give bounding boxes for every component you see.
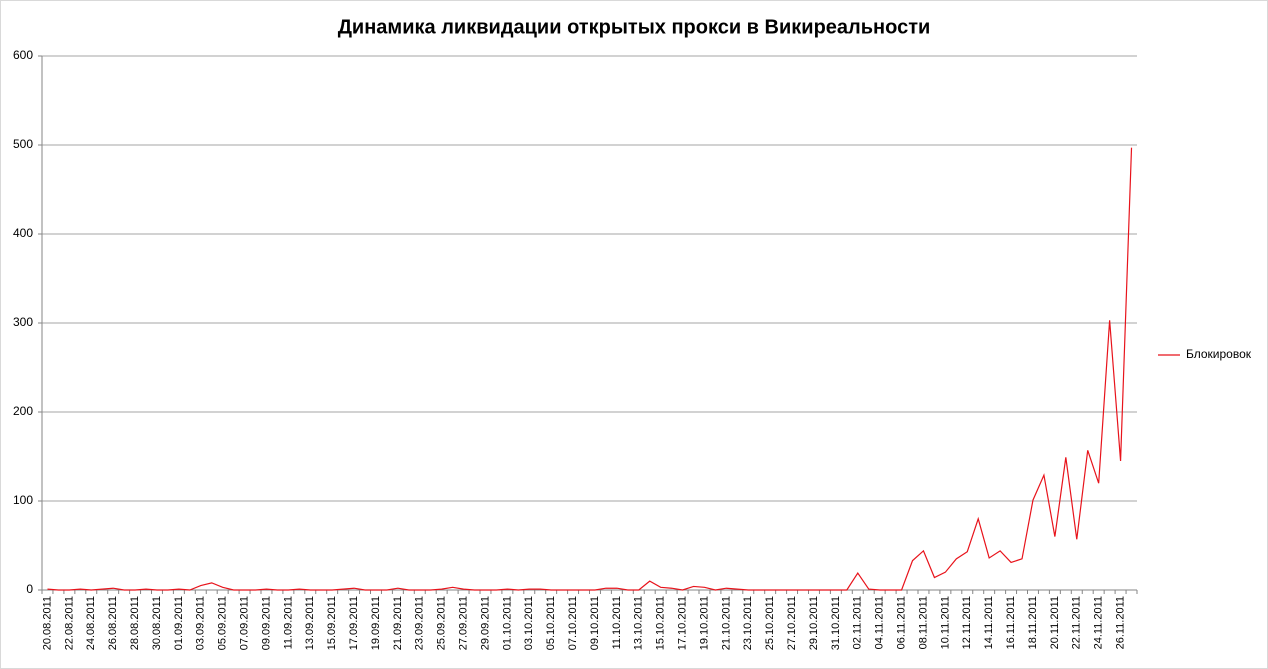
y-tick-label: 200	[13, 404, 33, 418]
x-tick-label: 04.11.2011	[874, 596, 886, 649]
x-tick-label: 21.09.2011	[392, 596, 404, 650]
x-tick-label: 15.10.2011	[655, 596, 667, 650]
x-tick-label: 25.09.2011	[436, 596, 448, 650]
x-tick-label: 10.11.2011	[939, 596, 951, 649]
x-tick-label: 12.11.2011	[961, 596, 973, 649]
x-tick-label: 21.10.2011	[720, 596, 732, 650]
y-tick-label: 500	[13, 137, 33, 151]
chart-title: Динамика ликвидации открытых прокси в Ви…	[338, 16, 931, 38]
x-tick-label: 09.09.2011	[260, 596, 272, 650]
x-tick-label: 24.11.2011	[1093, 596, 1105, 649]
x-tick-label: 11.09.2011	[282, 596, 294, 649]
y-tick-label: 600	[13, 48, 33, 62]
x-tick-label: 31.10.2011	[830, 596, 842, 650]
x-tick-label: 11.10.2011	[611, 596, 623, 649]
y-tick-label: 300	[13, 315, 33, 329]
x-tick-label: 15.09.2011	[326, 596, 338, 650]
x-tick-label: 03.09.2011	[195, 596, 207, 650]
x-tick-label: 23.10.2011	[742, 596, 754, 650]
x-tick-label: 08.11.2011	[917, 596, 929, 649]
x-tick-label: 06.11.2011	[895, 596, 907, 649]
x-tick-label: 17.09.2011	[348, 596, 360, 650]
x-tick-label: 22.11.2011	[1071, 596, 1083, 649]
x-tick-label: 27.10.2011	[786, 596, 798, 650]
x-tick-label: 05.10.2011	[545, 596, 557, 650]
line-series	[47, 147, 1133, 591]
x-tick-label: 26.08.2011	[107, 596, 119, 650]
x-tick-label: 28.08.2011	[129, 596, 141, 650]
x-tick-label: 26.11.2011	[1114, 596, 1126, 649]
x-tick-label: 29.10.2011	[808, 596, 820, 650]
x-tick-label: 01.10.2011	[501, 596, 513, 650]
x-tick-label: 18.11.2011	[1027, 596, 1039, 649]
x-tick-label: 27.09.2011	[457, 596, 469, 650]
x-tick-label: 19.10.2011	[698, 596, 710, 650]
y-tick-label: 400	[13, 226, 33, 240]
x-tick-label: 17.10.2011	[676, 596, 688, 650]
x-tick-label: 02.11.2011	[852, 596, 864, 649]
x-tick-label: 30.08.2011	[151, 596, 163, 650]
x-tick-label: 16.11.2011	[1005, 596, 1017, 649]
x-tick-label: 09.10.2011	[589, 596, 601, 650]
x-tick-label: 23.09.2011	[414, 596, 426, 650]
y-tick-label: 100	[13, 493, 33, 507]
x-tick-label: 25.10.2011	[764, 596, 776, 650]
x-tick-label: 20.11.2011	[1049, 596, 1061, 649]
x-tick-label: 14.11.2011	[983, 596, 995, 649]
x-tick-label: 20.08.2011	[41, 596, 53, 650]
x-tick-label: 03.10.2011	[523, 596, 535, 650]
x-tick-label: 07.10.2011	[567, 596, 579, 650]
legend-label: Блокировок	[1186, 347, 1252, 361]
x-tick-label: 01.09.2011	[173, 596, 185, 650]
x-tick-label: 07.09.2011	[238, 596, 250, 650]
x-tick-label: 05.09.2011	[217, 596, 229, 650]
y-tick-label: 0	[26, 582, 33, 596]
x-tick-label: 22.08.2011	[63, 596, 75, 650]
x-tick-label: 24.08.2011	[85, 596, 97, 650]
x-tick-label: 13.10.2011	[633, 596, 645, 650]
x-tick-label: 19.09.2011	[370, 596, 382, 650]
x-tick-label: 13.09.2011	[304, 596, 316, 650]
x-tick-label: 29.09.2011	[479, 596, 491, 650]
